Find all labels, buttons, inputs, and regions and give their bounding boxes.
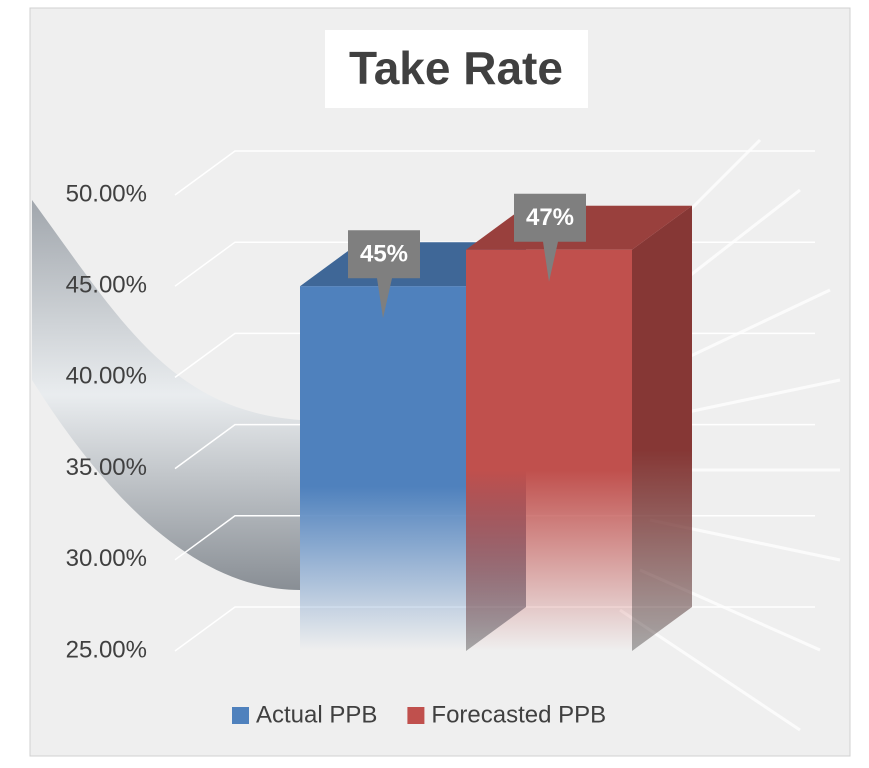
y-tick-label: 40.00% bbox=[66, 363, 147, 390]
y-tick-label: 50.00% bbox=[66, 180, 147, 207]
legend-label: Actual PPB bbox=[256, 701, 377, 728]
bar-side bbox=[632, 205, 692, 651]
chart-title: Take Rate bbox=[349, 42, 563, 94]
title-box bbox=[325, 30, 588, 108]
legend-swatch bbox=[407, 707, 425, 724]
bar bbox=[300, 286, 466, 651]
y-tick-label: 30.00% bbox=[66, 545, 147, 572]
data-label: 47% bbox=[526, 204, 574, 231]
grid-line bbox=[174, 150, 815, 196]
background-cable bbox=[32, 200, 300, 590]
y-tick-label: 45.00% bbox=[66, 272, 147, 299]
data-label: 45% bbox=[360, 241, 408, 268]
y-tick-label: 25.00% bbox=[66, 636, 147, 663]
data-label-callout bbox=[514, 193, 586, 282]
bar-side-shade bbox=[632, 205, 692, 651]
data-label-callout bbox=[348, 230, 420, 319]
bar bbox=[466, 249, 632, 651]
legend-swatch bbox=[232, 707, 249, 724]
y-tick-label: 35.00% bbox=[66, 454, 147, 481]
legend-label: Forecasted PPB bbox=[431, 701, 606, 728]
